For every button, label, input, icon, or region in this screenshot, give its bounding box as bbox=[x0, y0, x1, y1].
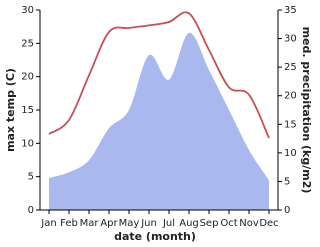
temperature-line bbox=[48, 11, 270, 139]
y-tick-label: 10 bbox=[21, 138, 34, 149]
y-tick-label: 15 bbox=[21, 105, 34, 116]
x-tick-label: Apr bbox=[100, 218, 118, 229]
y2-tick-label: 0 bbox=[284, 205, 290, 216]
x-tick-label: Sep bbox=[200, 218, 219, 229]
y2-tick-label: 10 bbox=[284, 148, 297, 159]
x-tick-label: Mar bbox=[80, 218, 100, 229]
y-tick-label: 5 bbox=[28, 172, 34, 183]
y-tick-label: 30 bbox=[21, 5, 34, 16]
y2-axis-title: med. precipitation (kg/m2) bbox=[300, 27, 313, 194]
y2-tick-label: 5 bbox=[284, 176, 290, 187]
x-tick-label: Jun bbox=[140, 218, 157, 229]
x-axis-title: date (month) bbox=[114, 230, 196, 243]
y-axis-title: max temp (C) bbox=[4, 68, 17, 152]
y2-tick-label: 15 bbox=[284, 119, 297, 130]
y2-tick-label: 20 bbox=[284, 91, 297, 102]
x-tick-label: Dec bbox=[259, 218, 278, 229]
y2-tick-label: 25 bbox=[284, 62, 297, 73]
y-tick-label: 25 bbox=[21, 38, 34, 49]
y2-tick-label: 30 bbox=[284, 34, 297, 45]
y2-tick-label: 35 bbox=[284, 5, 297, 16]
y-tick-label: 0 bbox=[28, 205, 34, 216]
x-tick-label: Oct bbox=[220, 218, 237, 229]
x-tick-label: Nov bbox=[239, 218, 259, 229]
x-tick-label: May bbox=[119, 218, 140, 229]
x-tick-label: Aug bbox=[179, 218, 199, 229]
y-tick-label: 20 bbox=[21, 72, 34, 83]
precipitation-area bbox=[49, 32, 269, 210]
x-tick-label: Jan bbox=[40, 218, 56, 229]
x-tick-label: Jul bbox=[162, 218, 175, 229]
x-tick-label: Feb bbox=[60, 218, 78, 229]
